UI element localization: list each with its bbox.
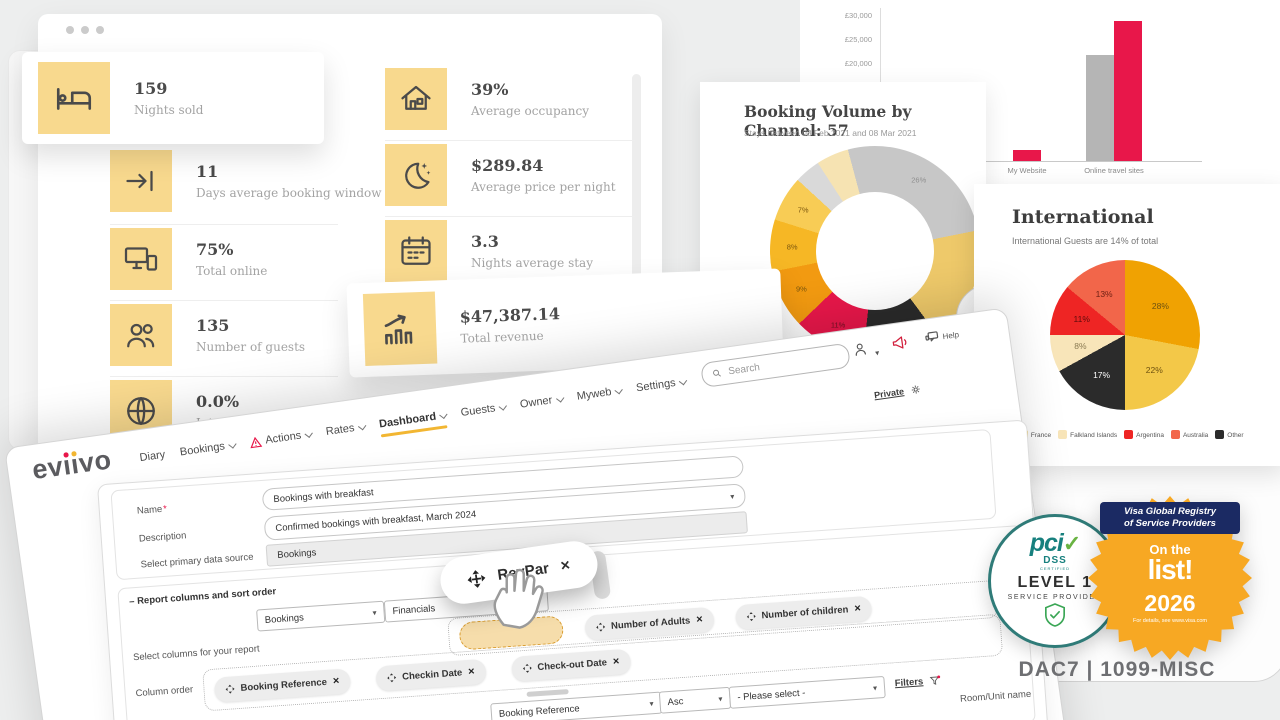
booking-volume-title: Booking Volume by Channel: 57 bbox=[744, 102, 912, 140]
kpi-nights-sold-card: 159 Nights sold bbox=[22, 52, 324, 144]
move-icon bbox=[522, 663, 532, 673]
main-nav: Diary Bookings Actions Rates Dashboard G… bbox=[138, 376, 688, 465]
move-icon bbox=[746, 611, 756, 621]
sort-direction-select[interactable]: Asc ▾ bbox=[658, 686, 732, 714]
kpi-number-of-guests: 135 Number of guests bbox=[110, 304, 305, 366]
remove-chip-icon[interactable]: × bbox=[612, 655, 620, 668]
chevron-down-icon bbox=[614, 385, 624, 395]
window-controls bbox=[66, 26, 104, 34]
visa-ribbon: Visa Global Registry of Service Providers bbox=[1100, 502, 1240, 534]
sort-extra-select[interactable]: - Please select - ▾ bbox=[728, 675, 886, 709]
selected-columns-area[interactable]: Number of Adults × Number of children × bbox=[447, 579, 999, 657]
report-columns-panel: – Report columns and sort order Bookings… bbox=[117, 524, 1036, 720]
move-icon bbox=[387, 672, 397, 682]
column-chip-children[interactable]: Number of children × bbox=[734, 595, 873, 630]
nav-bookings[interactable]: Bookings bbox=[179, 439, 237, 458]
moon-icon bbox=[385, 144, 447, 206]
chevron-down-icon bbox=[228, 440, 237, 449]
booking-window-icon bbox=[110, 150, 172, 212]
eviivo-logo: evııvo bbox=[30, 444, 114, 486]
kpi-total-revenue-card: $47,387.14 Total revenue bbox=[346, 268, 784, 378]
gear-icon bbox=[911, 385, 920, 394]
funnel-icon bbox=[929, 675, 940, 685]
account-icon[interactable]: ▾ bbox=[851, 338, 881, 364]
nav-myweb[interactable]: Myweb bbox=[576, 385, 624, 403]
order-chip-checkin-date[interactable]: Checkin Date × bbox=[375, 658, 487, 691]
horizontal-scrollbar[interactable] bbox=[526, 689, 569, 697]
sort-field-select[interactable]: Booking Reference ▾ bbox=[490, 691, 663, 720]
devices-icon bbox=[110, 228, 172, 290]
bar-plot-area bbox=[882, 11, 1202, 161]
kpi-average-occupancy: 39% Average occupancy bbox=[385, 68, 589, 130]
visa-registry-badge: Visa Global Registry of Service Providers… bbox=[1086, 494, 1254, 662]
international-title: International bbox=[1012, 206, 1154, 228]
search-icon bbox=[713, 369, 721, 377]
nav-guests[interactable]: Guests bbox=[460, 401, 508, 419]
chevron-down-icon bbox=[555, 394, 564, 403]
bed-icon bbox=[38, 62, 110, 134]
column-chip-adults[interactable]: Number of Adults × bbox=[584, 606, 715, 641]
kpi-total-online: 75% Total online bbox=[110, 228, 267, 290]
nav-actions[interactable]: Actions bbox=[249, 428, 313, 449]
nav-dashboard[interactable]: Dashboard bbox=[378, 409, 448, 431]
international-subtitle: International Guests are 14% of total bbox=[1012, 236, 1159, 246]
kpi-booking-window: 11 Days average booking window bbox=[110, 150, 382, 212]
scrollbar[interactable] bbox=[632, 74, 641, 440]
close-icon[interactable]: × bbox=[559, 556, 572, 575]
nav-diary[interactable]: Diary bbox=[138, 448, 166, 465]
compliance-text: DAC7 | 1099-MISC bbox=[1018, 658, 1216, 681]
order-chip-checkout-date[interactable]: Check-out Date × bbox=[510, 648, 632, 682]
filters-link[interactable]: Filters bbox=[894, 674, 941, 690]
starburst-icon bbox=[1088, 496, 1252, 660]
column-order-area[interactable]: Booking Reference × Checkin Date × Check-o… bbox=[202, 613, 1004, 712]
house-icon bbox=[385, 68, 447, 130]
move-icon bbox=[225, 684, 235, 694]
check-icon: ✓ bbox=[1062, 531, 1081, 556]
revenue-icon bbox=[362, 291, 438, 366]
chat-help-icon[interactable]: Help bbox=[922, 325, 961, 353]
revpar-drag-chip[interactable]: RevPar × bbox=[437, 538, 601, 607]
warning-icon bbox=[250, 436, 263, 448]
name-label: Name bbox=[137, 504, 168, 517]
move-icon bbox=[467, 569, 486, 588]
move-icon bbox=[596, 622, 606, 632]
shield-check-icon bbox=[1045, 603, 1065, 627]
chevron-down-icon bbox=[357, 422, 367, 431]
chevron-down-icon bbox=[678, 376, 688, 386]
chevron-down-icon bbox=[439, 410, 448, 419]
remove-chip-icon[interactable]: × bbox=[853, 602, 862, 615]
order-chip-booking-reference[interactable]: Booking Reference × bbox=[213, 667, 352, 703]
remove-chip-icon[interactable]: × bbox=[695, 613, 704, 626]
nav-rates[interactable]: Rates bbox=[325, 421, 367, 438]
description-label: Description bbox=[138, 530, 187, 545]
data-select[interactable]: Bookings ▾ bbox=[256, 600, 386, 632]
chevron-down-icon bbox=[304, 429, 313, 438]
kpi-average-price: $289.84 Average price per night bbox=[385, 144, 616, 206]
remove-chip-icon[interactable]: × bbox=[467, 665, 476, 678]
report-builder-sheet: Name Bookings with breakfast Description… bbox=[96, 419, 1057, 720]
remove-chip-icon[interactable]: × bbox=[332, 675, 340, 688]
eviivo-app-window: evııvo Diary Bookings Actions Rates Dash… bbox=[4, 307, 1077, 720]
chevron-down-icon bbox=[498, 402, 508, 411]
section-title[interactable]: – Report columns and sort order bbox=[128, 586, 277, 608]
search-input[interactable]: Search bbox=[699, 342, 852, 389]
private-link[interactable]: Private bbox=[873, 383, 922, 402]
select-columns-label: Select columns for your report bbox=[132, 643, 260, 664]
booking-volume-subtitle: Stays between 08 Feb 2021 and 08 Mar 202… bbox=[744, 128, 917, 138]
nav-owner[interactable]: Owner bbox=[519, 393, 564, 411]
calendar-icon bbox=[385, 220, 447, 282]
data-source-label: Select primary data source bbox=[140, 551, 254, 571]
announcements-icon[interactable] bbox=[890, 332, 912, 358]
international-pie: 28% 22% 17% 8% 11% 13% bbox=[1050, 260, 1200, 410]
hand-cursor bbox=[493, 568, 544, 629]
nav-settings[interactable]: Settings bbox=[635, 376, 688, 394]
kpi-nights-average-stay: 3.3 Nights average stay bbox=[385, 220, 593, 282]
guests-icon bbox=[110, 304, 172, 366]
column-order-label: Column order bbox=[135, 684, 194, 700]
